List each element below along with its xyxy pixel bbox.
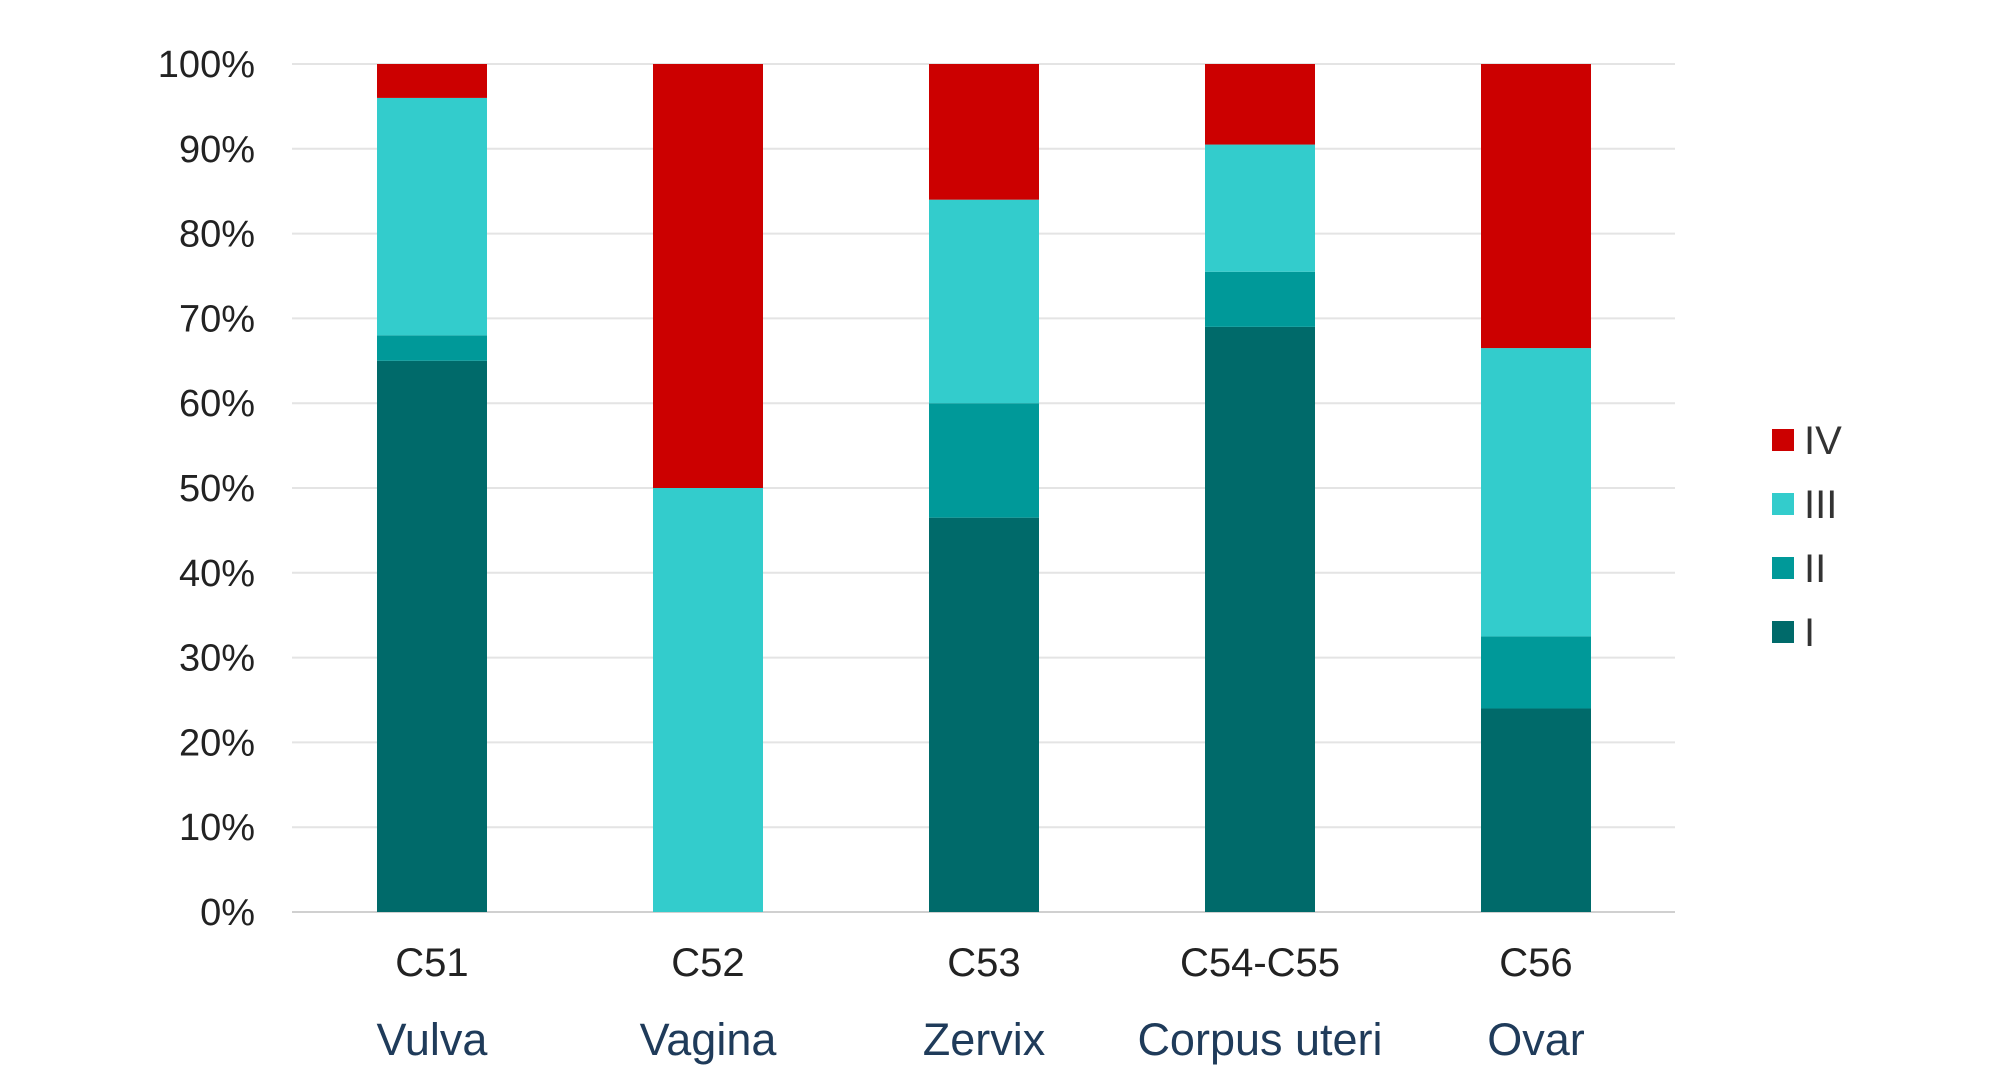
x-category-name: Ovar bbox=[1487, 1014, 1585, 1065]
y-tick-label: 80% bbox=[179, 214, 255, 256]
y-tick-label: 30% bbox=[179, 638, 255, 680]
x-tick-label: C53 bbox=[947, 941, 1020, 985]
bar-segment-c54-c55-iv bbox=[1205, 64, 1315, 145]
x-category-name: Zervix bbox=[923, 1014, 1046, 1065]
legend-label-iv: IV bbox=[1804, 419, 1842, 463]
y-tick-label: 40% bbox=[179, 553, 255, 595]
y-tick-label: 90% bbox=[179, 129, 255, 171]
legend-label-iii: III bbox=[1804, 483, 1837, 527]
bar-segment-c54-c55-i bbox=[1205, 326, 1315, 912]
bar-segment-c53-ii bbox=[929, 403, 1039, 518]
bar-segment-c51-iv bbox=[377, 64, 487, 98]
bar-segment-c53-iv bbox=[929, 64, 1039, 200]
y-tick-label: 50% bbox=[179, 468, 255, 510]
legend-label-ii: II bbox=[1804, 547, 1826, 591]
bar-segment-c56-ii bbox=[1481, 636, 1591, 709]
x-tick-label: C56 bbox=[1499, 941, 1572, 985]
bar-segment-c51-ii bbox=[377, 335, 487, 361]
x-category-name: Vagina bbox=[640, 1014, 778, 1065]
bar-stack-c54-c55 bbox=[1205, 64, 1315, 912]
bar-segment-c52-iii bbox=[653, 488, 763, 912]
x-tick-label: C51 bbox=[395, 941, 468, 985]
bar-segment-c51-i bbox=[377, 360, 487, 912]
y-tick-label: 0% bbox=[200, 892, 255, 934]
x-axis: C51 Vulva C52 Vagina C53 Zervix C54-C55 Corpus … bbox=[377, 941, 1585, 1065]
bar-segment-c53-i bbox=[929, 517, 1039, 912]
bar-segment-c53-iii bbox=[929, 199, 1039, 404]
bar-segment-c56-iii bbox=[1481, 348, 1591, 637]
y-tick-label: 60% bbox=[179, 383, 255, 425]
bar-segment-c54-c55-iii bbox=[1205, 144, 1315, 272]
x-category-name: Corpus uteri bbox=[1137, 1014, 1382, 1065]
bars bbox=[377, 64, 1591, 912]
y-tick-label: 70% bbox=[179, 298, 255, 340]
bar-stack-c52 bbox=[653, 64, 763, 912]
legend-label-i: I bbox=[1804, 611, 1815, 655]
legend-swatch-ii bbox=[1772, 557, 1794, 579]
bar-segment-c51-iii bbox=[377, 97, 487, 336]
y-tick-label: 20% bbox=[179, 722, 255, 764]
x-tick-label: C54-C55 bbox=[1180, 941, 1340, 985]
y-tick-label: 10% bbox=[179, 807, 255, 849]
y-axis: 0% 10% 20% 30% 40% 50% 60% 70% 80% 90% 100% bbox=[158, 44, 255, 934]
bar-segment-c54-c55-ii bbox=[1205, 271, 1315, 327]
bar-stack-c53 bbox=[929, 64, 1039, 912]
x-category-name: Vulva bbox=[377, 1014, 489, 1065]
y-tick-label: 100% bbox=[158, 44, 255, 86]
bar-stack-c56 bbox=[1481, 64, 1591, 912]
bar-segment-c56-i bbox=[1481, 708, 1591, 912]
x-tick-label: C52 bbox=[671, 941, 744, 985]
bar-stack-c51 bbox=[377, 64, 487, 912]
legend-swatch-i bbox=[1772, 621, 1794, 643]
legend-swatch-iii bbox=[1772, 493, 1794, 515]
bar-segment-c56-iv bbox=[1481, 64, 1591, 349]
bar-segment-c52-iv bbox=[653, 64, 763, 488]
legend-swatch-iv bbox=[1772, 429, 1794, 451]
